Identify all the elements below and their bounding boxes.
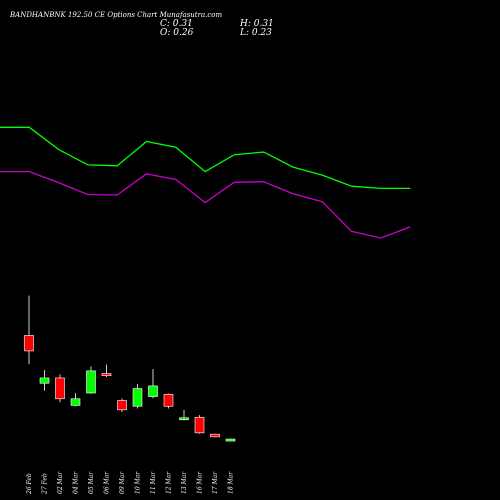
x-tick-label: 18 Mar bbox=[228, 471, 235, 494]
x-tick-label: 09 Mar bbox=[119, 471, 126, 494]
x-tick-label: 10 Mar bbox=[135, 471, 142, 494]
x-tick-label: 11 Mar bbox=[150, 471, 157, 494]
candle-body bbox=[55, 377, 65, 400]
lower-band-line bbox=[0, 170, 411, 239]
candle-body bbox=[70, 398, 81, 406]
x-tick-label: 04 Mar bbox=[73, 471, 80, 494]
x-tick-label: 05 Mar bbox=[88, 471, 95, 494]
candle-body bbox=[101, 373, 112, 377]
candle-body bbox=[194, 417, 205, 434]
candle-body bbox=[132, 388, 143, 407]
candle-body bbox=[148, 385, 158, 397]
x-tick-label: 26 Feb bbox=[26, 473, 33, 495]
candle-body bbox=[39, 377, 50, 384]
candle-body bbox=[210, 433, 220, 438]
chart-title: BANDHANBNK 192.50 CE Options Chart Munaf… bbox=[10, 11, 223, 19]
x-tick-label: 12 Mar bbox=[166, 471, 173, 494]
open-value: O: 0.26 bbox=[160, 28, 194, 38]
x-tick-label: 02 Mar bbox=[57, 471, 64, 494]
x-tick-label: 16 Mar bbox=[197, 471, 204, 494]
close-value: C: 0.31 bbox=[160, 19, 193, 29]
candle-body bbox=[86, 370, 96, 394]
low-value: L: 0.23 bbox=[240, 28, 272, 38]
candle-body bbox=[179, 417, 189, 421]
candle-body bbox=[117, 400, 127, 411]
high-value: H: 0.31 bbox=[240, 19, 274, 29]
candle-body bbox=[24, 335, 34, 352]
upper-band-line bbox=[0, 126, 411, 190]
x-tick-label: 17 Mar bbox=[212, 471, 219, 494]
candle-body bbox=[225, 438, 236, 442]
candle-body bbox=[163, 394, 174, 407]
x-tick-label: 06 Mar bbox=[104, 471, 111, 494]
x-tick-label: 27 Feb bbox=[42, 473, 49, 495]
x-tick-label: 13 Mar bbox=[181, 471, 188, 494]
